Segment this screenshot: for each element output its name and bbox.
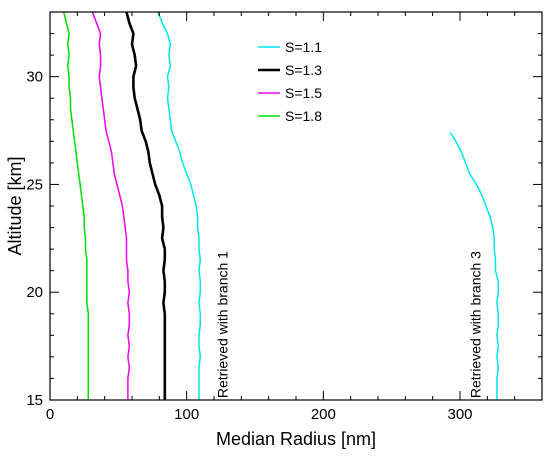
x-tick-label: 200 bbox=[311, 406, 336, 423]
series-line-s-1-5-1 bbox=[91, 11, 131, 400]
legend-label-s-1-8: S=1.8 bbox=[285, 108, 322, 124]
y-tick-label: 20 bbox=[26, 284, 43, 301]
legend: S=1.1 S=1.3 S=1.5 S=1.8 bbox=[258, 39, 322, 124]
ticks-layer: 0 100 200 300 15 20 25 30 bbox=[26, 11, 543, 423]
y-tick-label: 15 bbox=[26, 392, 43, 409]
series-line-s-1-8-1 bbox=[62, 11, 90, 400]
series-layer bbox=[62, 11, 500, 400]
annotation-branch-1: Retrieved with branch 1 bbox=[215, 251, 231, 398]
x-tick-label: 300 bbox=[447, 406, 472, 423]
x-tick-label: 100 bbox=[174, 406, 199, 423]
legend-label-s-1-3: S=1.3 bbox=[285, 62, 322, 78]
y-tick-label: 25 bbox=[26, 176, 43, 193]
x-tick-label: 0 bbox=[46, 406, 54, 423]
annotation-branch-3: Retrieved with branch 3 bbox=[468, 251, 484, 398]
legend-label-s-1-5: S=1.5 bbox=[285, 85, 322, 101]
y-axis-label: Altitude [km] bbox=[5, 156, 25, 255]
annotation-layer: Retrieved with branch 1 Retrieved with br… bbox=[215, 251, 484, 398]
y-tick-label: 30 bbox=[26, 69, 43, 86]
series-line-s-1-1-2 bbox=[449, 132, 500, 400]
series-line-s-1-3-1 bbox=[125, 11, 167, 400]
legend-label-s-1-1: S=1.1 bbox=[285, 39, 322, 55]
series-line-s-1-1-1 bbox=[157, 11, 202, 400]
x-axis-label: Median Radius [nm] bbox=[216, 429, 376, 449]
